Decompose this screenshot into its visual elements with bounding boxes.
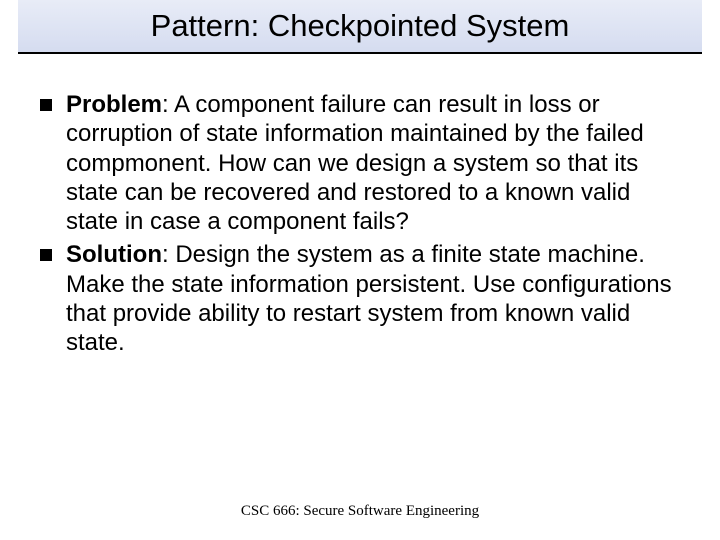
bullet-label: Problem <box>66 91 162 118</box>
slide: Pattern: Checkpointed System Problem: A … <box>0 0 720 540</box>
bullet-item: Solution: Design the system as a finite … <box>40 240 675 357</box>
slide-footer: CSC 666: Secure Software Engineering <box>0 503 720 520</box>
slide-title: Pattern: Checkpointed System <box>151 8 570 44</box>
slide-body: Problem: A component failure can result … <box>40 90 675 361</box>
bullet-item: Problem: A component failure can result … <box>40 90 675 236</box>
bullet-text: Solution: Design the system as a finite … <box>66 240 675 357</box>
bullet-text: Problem: A component failure can result … <box>66 90 675 236</box>
bullet-label: Solution <box>66 241 162 268</box>
bullet-marker-icon <box>40 249 52 261</box>
bullet-marker-icon <box>40 99 52 111</box>
title-bar: Pattern: Checkpointed System <box>18 0 702 54</box>
